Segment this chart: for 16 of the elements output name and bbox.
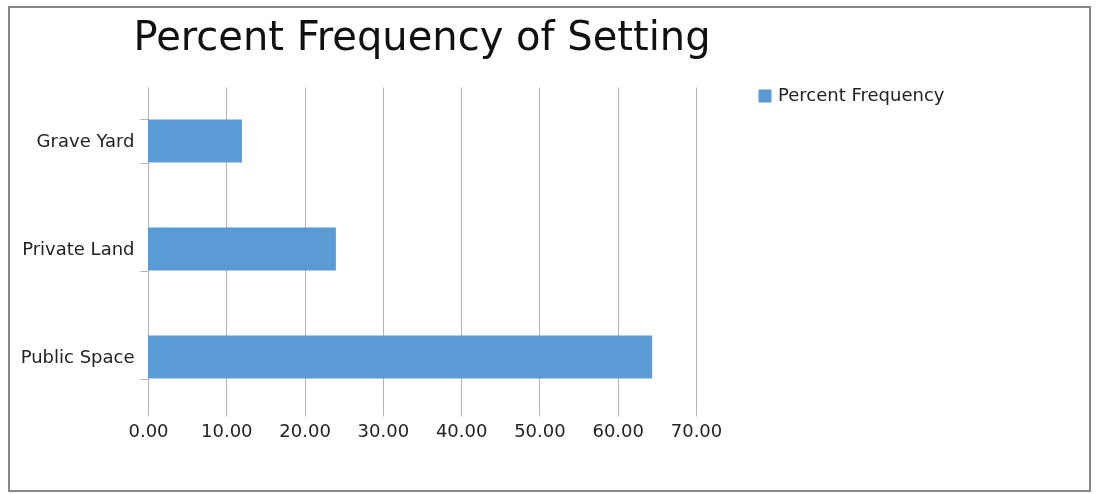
- y-tick-label: Grave Yard: [36, 129, 135, 151]
- y-tick-label: Public Space: [20, 345, 135, 367]
- chart-title: Percent Frequency of Setting: [133, 13, 711, 59]
- x-tick-label: 40.00: [435, 419, 488, 441]
- legend-label: Percent Frequency: [778, 84, 945, 105]
- x-tick-label: 30.00: [357, 419, 410, 441]
- x-tick-label: 60.00: [592, 419, 644, 441]
- x-tick-label: 0.00: [128, 419, 169, 441]
- x-tick-label: 50.00: [514, 419, 566, 441]
- y-tick-label: Private Land: [22, 237, 135, 259]
- x-tick-label: 20.00: [279, 419, 331, 441]
- x-tick-label: 10.00: [201, 419, 253, 441]
- bar: [148, 227, 336, 271]
- bar: [148, 335, 653, 379]
- bar: [148, 119, 242, 163]
- x-tick-label: 70.00: [670, 419, 723, 441]
